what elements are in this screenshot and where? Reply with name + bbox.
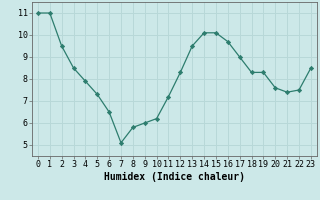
X-axis label: Humidex (Indice chaleur): Humidex (Indice chaleur): [104, 172, 245, 182]
